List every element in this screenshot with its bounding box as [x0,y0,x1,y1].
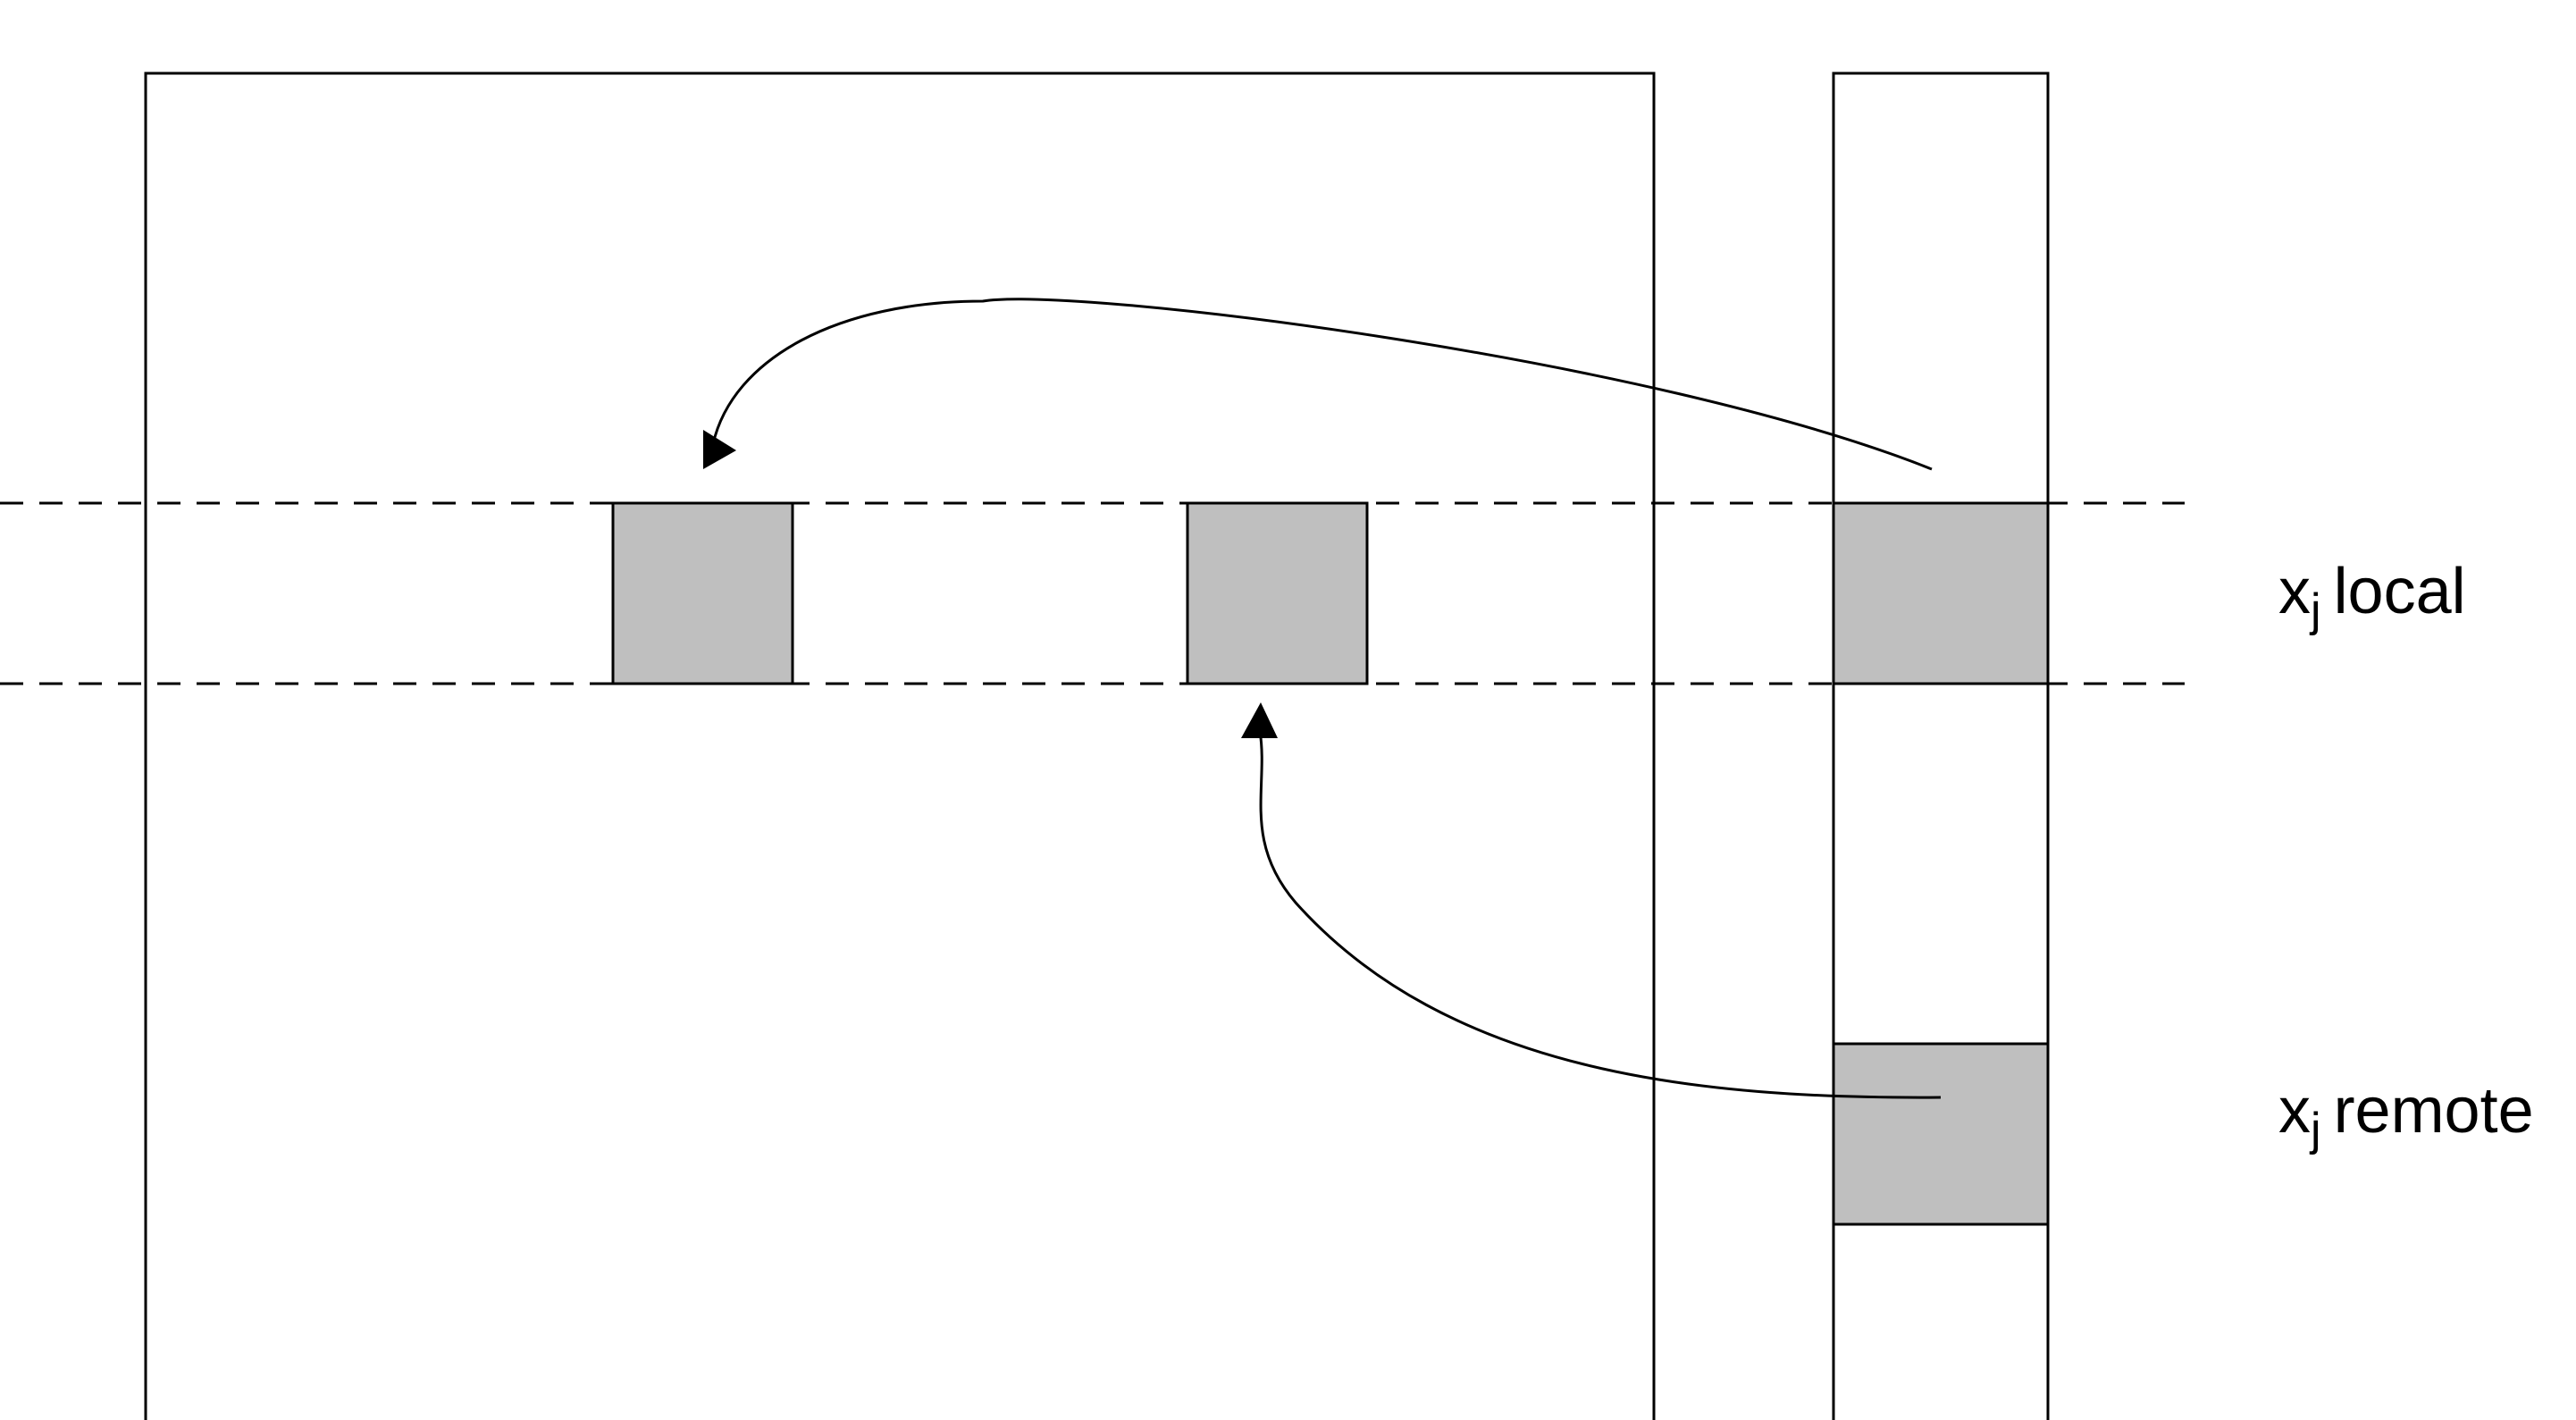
label-remote-variable: x [2278,1075,2311,1147]
arrow-local [711,298,1933,471]
label-xj-local: xj local [2278,556,2466,634]
label-remote-text: remote [2333,1075,2534,1147]
label-remote-subscript: j [2311,1104,2321,1155]
label-xj-remote: xj remote [2278,1079,2534,1153]
matrix-block-left [611,501,794,685]
vector-block-remote [1832,1042,2050,1226]
label-local-subscript: j [2311,584,2321,636]
arrow-remote [1258,730,1942,1099]
label-local-variable: x [2278,556,2311,627]
vector-block-local [1832,501,2050,685]
arrowhead-remote [1241,702,1278,738]
arrowhead-local [703,430,736,469]
matrix-box [144,71,1656,1420]
matrix-block-right [1186,501,1369,685]
label-local-text: local [2333,556,2466,627]
vector-column [1832,71,2050,1420]
